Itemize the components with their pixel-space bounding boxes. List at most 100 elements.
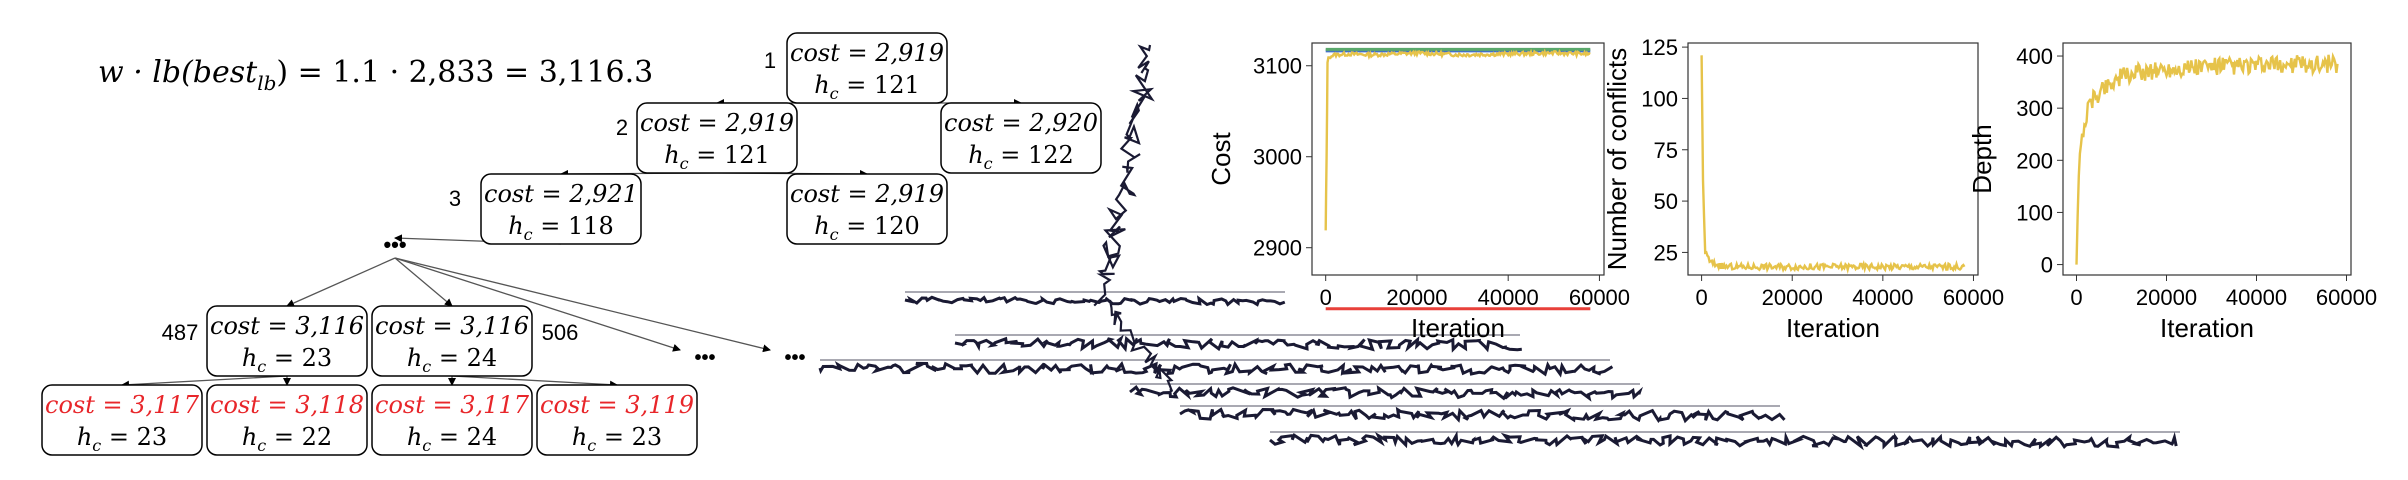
expansion-order-label: 487	[162, 320, 199, 345]
node-cost-label: cost = 3,119	[540, 391, 694, 419]
tree-edge	[121, 375, 288, 389]
node-cost-label: cost = 2,920	[944, 109, 1098, 137]
x-tick-label: 0	[2070, 285, 2082, 310]
node-hc-label: hc = 24	[407, 344, 497, 376]
series-line	[1324, 48, 1591, 231]
tree-branch	[818, 360, 1614, 378]
node-hc-label: hc = 22	[242, 423, 332, 455]
y-tick-label: 3000	[1253, 145, 1302, 170]
tree-ellipsis-leaf: •••	[784, 347, 805, 369]
cost-chart: 0 20000 40000 60000 2900 3000 3100 Iteration Cos…	[1206, 42, 1630, 343]
x-tick-label: 20000	[1762, 285, 1823, 310]
tree-node-n10: cost = 3,117 hc = 24	[371, 384, 533, 456]
x-tick-label: 60000	[1569, 285, 1630, 310]
y-tick-label: 100	[1641, 86, 1678, 111]
node-cost-label: cost = 2,921	[484, 180, 638, 208]
y-tick-label: 50	[1654, 189, 1678, 214]
tree-node-n2: cost = 2,919 hc = 121	[636, 102, 798, 174]
tree-edge	[394, 257, 453, 307]
charts-panel: 0 20000 40000 60000290030003100IterationCos…	[1206, 35, 2377, 343]
plot-area	[2062, 42, 2352, 276]
tree-edge	[394, 257, 681, 352]
tree-branch	[1269, 430, 2178, 451]
x-tick-label: 20000	[2136, 285, 2197, 310]
constraint-tree-drawing	[818, 44, 2180, 451]
tree-node-box	[206, 384, 368, 456]
x-tick-label: 0	[1320, 285, 1332, 310]
node-hc-label: hc = 118	[508, 212, 614, 244]
node-hc-label: hc = 24	[407, 423, 497, 455]
tree-node-n8: cost = 3,117 hc = 23	[41, 384, 203, 456]
x-tick-label: 40000	[1852, 285, 1913, 310]
node-cost-label: cost = 3,118	[210, 391, 364, 419]
series-line	[2075, 51, 2339, 265]
tree-ellipsis-leaf: •••	[694, 347, 715, 369]
node-hc-label: hc = 23	[242, 344, 332, 376]
x-tick-label: 60000	[2316, 285, 2377, 310]
node-hc-label: hc = 23	[572, 423, 662, 455]
node-hc-label: hc = 120	[814, 212, 920, 244]
plot-area	[1311, 42, 1605, 276]
tree-edge	[394, 257, 771, 353]
tree-node-n6: cost = 3,116 hc = 23	[206, 305, 368, 377]
tree-node-box	[480, 173, 642, 245]
x-axis-label: Iteration	[1411, 313, 1505, 343]
tree-node-n11: cost = 3,119 hc = 23	[536, 384, 698, 456]
node-hc-label: hc = 23	[77, 423, 167, 455]
tree-edge	[286, 257, 396, 307]
node-cost-label: cost = 2,919	[790, 180, 944, 208]
tree-ellipsis: •••	[383, 232, 406, 257]
conflicts-chart: 0 20000 40000 60000 25 50 75 100 125 Iteration Num…	[1602, 35, 2004, 343]
node-cost-label: cost = 2,919	[640, 109, 794, 137]
y-tick-label: 3100	[1253, 54, 1302, 79]
expansion-order-label: 1	[764, 48, 776, 73]
y-tick-label: 2900	[1253, 236, 1302, 261]
tree-node-box	[786, 173, 948, 245]
series-line	[1700, 55, 1966, 275]
y-tick-label: 200	[2016, 148, 2053, 173]
y-tick-label: 125	[1641, 35, 1678, 60]
node-hc-label: hc = 121	[664, 141, 770, 173]
tree-node-n7: cost = 3,116 hc = 24	[371, 305, 533, 377]
x-tick-label: 20000	[1386, 285, 1447, 310]
depth-chart: 0 20000 40000 60000 0 100 200 300 400 Iteration De…	[1967, 42, 2377, 343]
tree-node-box	[636, 102, 798, 174]
node-cost-label: cost = 3,117	[45, 391, 200, 419]
node-hc-label: hc = 121	[814, 71, 920, 103]
tree-node-n4: cost = 2,921 hc = 118	[480, 173, 642, 245]
y-axis-label: Cost	[1206, 131, 1236, 185]
tree-node-n9: cost = 3,118 hc = 22	[206, 384, 368, 456]
y-tick-label: 25	[1654, 240, 1678, 265]
node-cost-label: cost = 3,117	[375, 391, 530, 419]
expansion-order-label: 2	[616, 115, 628, 140]
bound-formula: w · lb(bestlb) = 1.1 · 2,833 = 3,116.3	[98, 55, 653, 95]
x-tick-label: 60000	[1943, 285, 2004, 310]
tree-branch	[904, 295, 1286, 307]
tree-node-n5: cost = 2,919 hc = 120	[786, 173, 948, 245]
tree-branch	[1129, 385, 1644, 402]
y-axis-label: Depth	[1967, 124, 1997, 193]
node-hc-label: hc = 122	[968, 141, 1074, 173]
tree-node-n3: cost = 2,920 hc = 122	[940, 102, 1102, 174]
x-tick-label: 0	[1695, 285, 1707, 310]
plot-area	[1687, 42, 1979, 276]
x-tick-label: 40000	[1478, 285, 1539, 310]
tree-node-box	[41, 384, 203, 456]
tree-node-box	[786, 32, 948, 104]
tree-node-box	[536, 384, 698, 456]
y-tick-label: 75	[1654, 138, 1678, 163]
tree-edge	[451, 375, 618, 389]
tree-node-n1: cost = 2,919 hc = 121	[786, 32, 948, 104]
tree-branch	[1179, 406, 1786, 424]
y-axis-label: Number of conflicts	[1602, 48, 1632, 271]
x-axis-label: Iteration	[1786, 313, 1880, 343]
tree-node-box	[371, 305, 533, 377]
y-tick-label: 0	[2041, 253, 2053, 278]
expansion-order-label: 506	[542, 320, 579, 345]
tree-branch	[954, 334, 1522, 353]
y-tick-label: 400	[2016, 44, 2053, 69]
node-cost-label: cost = 2,919	[790, 39, 944, 67]
node-cost-label: cost = 3,116	[210, 312, 364, 340]
